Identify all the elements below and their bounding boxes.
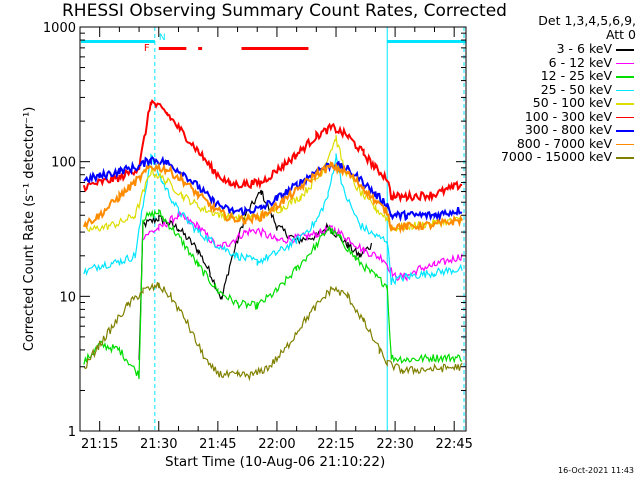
flare-flag-bar-3 bbox=[241, 47, 309, 50]
legend-entry: 7000 - 15000 keV bbox=[482, 150, 638, 164]
legend-swatch bbox=[616, 49, 634, 51]
legend: Det 1,3,4,5,6,9, Att 0 3 - 6 keV 6 - 12 k… bbox=[482, 14, 638, 164]
x-tick-label: 22:00 bbox=[258, 437, 295, 452]
y-tick-label: 10 bbox=[59, 290, 76, 305]
flare-flag-bar-2 bbox=[198, 47, 203, 50]
legend-title-line2: Att 0 bbox=[605, 27, 636, 42]
legend-label: 7000 - 15000 keV bbox=[500, 149, 612, 164]
x-axis-label: Start Time (10-Aug-06 21:10:22) bbox=[165, 454, 386, 470]
timestamp-footer: 16-Oct-2021 11:43 bbox=[558, 466, 634, 475]
legend-entry: 3 - 6 keV bbox=[482, 42, 638, 56]
legend-entry: 12 - 25 keV bbox=[482, 69, 638, 83]
x-tick-label: 22:30 bbox=[376, 437, 413, 452]
series-line-1 bbox=[138, 189, 373, 360]
y-tick-label: 1000 bbox=[43, 21, 76, 36]
legend-swatch bbox=[616, 89, 634, 91]
legend-entry: 6 - 12 keV bbox=[482, 54, 638, 70]
legend-swatch bbox=[616, 116, 634, 118]
chart-title: RHESSI Observing Summary Count Rates, Co… bbox=[62, 1, 507, 21]
legend-entry: 25 - 50 keV bbox=[482, 81, 638, 97]
legend-label: 12 - 25 keV bbox=[540, 68, 612, 83]
series-line-8 bbox=[82, 160, 463, 235]
legend-entry: 300 - 800 keV bbox=[482, 123, 638, 137]
legend-entry: 100 - 300 keV bbox=[482, 108, 638, 124]
y-axis-label: Corrected Count Rate (s⁻¹ detector⁻¹) bbox=[22, 107, 37, 352]
series-line-7 bbox=[83, 155, 463, 223]
legend-label: 6 - 12 keV bbox=[548, 54, 612, 70]
legend-swatch bbox=[616, 76, 634, 78]
x-tick-label: 22:15 bbox=[317, 437, 354, 452]
legend-label: 50 - 100 keV bbox=[532, 95, 612, 110]
legend-title-line1: Det 1,3,4,5,6,9, bbox=[538, 13, 636, 28]
flare-flag-bar-1 bbox=[158, 47, 187, 50]
series-line-9 bbox=[83, 282, 463, 382]
legend-label: 25 - 50 keV bbox=[540, 81, 612, 97]
flare-flag-label: F bbox=[144, 43, 150, 54]
night-flag-label: N bbox=[159, 33, 166, 43]
legend-label: 300 - 800 keV bbox=[524, 122, 612, 137]
series-line-3 bbox=[83, 208, 463, 380]
legend-swatch bbox=[616, 130, 634, 132]
axes-frame bbox=[79, 26, 467, 432]
legend-swatch bbox=[616, 62, 634, 64]
x-tick-label: 21:15 bbox=[81, 437, 118, 452]
daylight-bar-right bbox=[387, 40, 466, 43]
series-line-6 bbox=[82, 99, 463, 204]
legend-entry: 50 - 100 keV bbox=[482, 96, 638, 110]
legend-label: 100 - 300 keV bbox=[524, 108, 612, 124]
legend-swatch bbox=[616, 157, 634, 159]
legend-swatch bbox=[616, 143, 634, 145]
legend-swatch bbox=[616, 103, 634, 105]
y-tick-label: 1 bbox=[68, 425, 76, 440]
x-tick-label: 21:30 bbox=[140, 437, 177, 452]
daylight-bar-left bbox=[81, 40, 155, 43]
legend-label: 800 - 7000 keV bbox=[516, 135, 612, 151]
y-tick-label: 100 bbox=[51, 156, 76, 171]
x-tick-label: 21:45 bbox=[199, 437, 236, 452]
legend-label: 3 - 6 keV bbox=[556, 41, 612, 56]
x-tick-label: 22:45 bbox=[435, 437, 472, 452]
legend-entry: 800 - 7000 keV bbox=[482, 135, 638, 151]
